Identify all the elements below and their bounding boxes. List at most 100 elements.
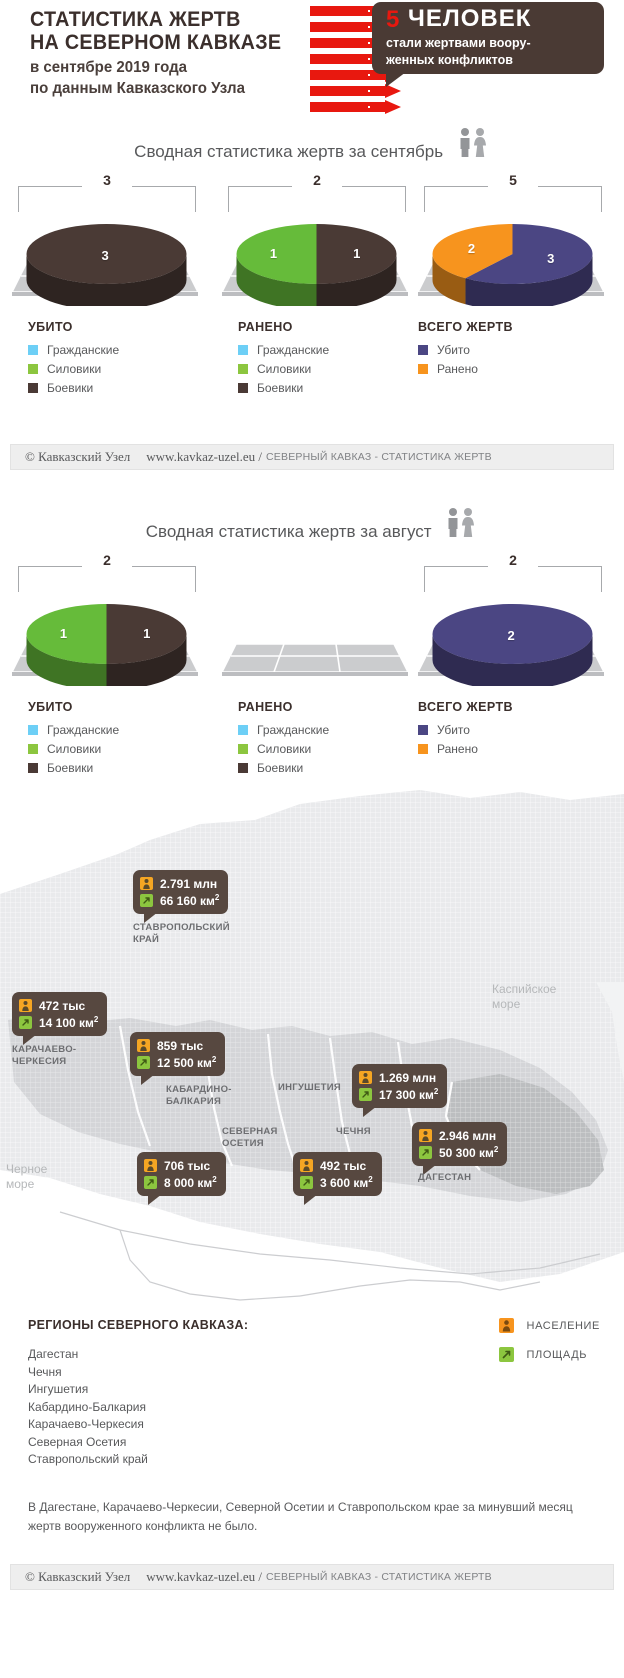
chart-total-value: 2 [313, 172, 321, 188]
tag-area-value: 50 300 км2 [439, 1145, 499, 1160]
legend-swatch-icon [28, 345, 38, 355]
chart-total-value: 2 [103, 552, 111, 568]
tag-population-value: 706 тыс [164, 1158, 211, 1173]
attribution-tagline: СЕВЕРНЫЙ КАВКАЗ - СТАТИСТИКА ЖЕРТВ [266, 451, 492, 463]
legend-item: Ранено [418, 362, 513, 376]
bullet-notch [368, 58, 370, 60]
tag-area-row: 66 160 км2 [140, 892, 219, 909]
legend-label: Боевики [257, 381, 304, 395]
bullet-notch [368, 90, 370, 92]
september-title: Сводная статистика жертв за сентябрь [134, 141, 444, 161]
september-title-row: Сводная статистика жертв за сентябрь [0, 128, 624, 172]
population-icon [498, 1318, 514, 1333]
legend-ранено: РАНЕНО Гражданские Силовики Боевики [238, 700, 329, 780]
legend-item: Гражданские [238, 723, 329, 737]
chart-total-value: 3 [103, 172, 111, 188]
map-region-label-chechnya: ЧЕЧНЯ [336, 1126, 371, 1137]
pie-slice-label: 2 [467, 241, 476, 257]
attribution-url[interactable]: www.kavkaz-uzel.eu / [146, 449, 263, 464]
legend-item: Боевики [238, 381, 329, 395]
population-icon [419, 1129, 432, 1142]
header-line-4: по данным Кавказского Узла [30, 80, 245, 97]
pie-slice-label: 3 [547, 250, 555, 266]
tag-population-row: 2.946 млн [419, 1127, 498, 1144]
stavropol-tag: 2.791 млн 66 160 км2 [133, 870, 229, 923]
legend-label: Силовики [47, 362, 102, 376]
population-icon [300, 1159, 313, 1172]
pie-slice-ранено [432, 224, 513, 279]
legend-item: Силовики [28, 742, 119, 756]
tag-area-row: 8 000 км2 [144, 1174, 217, 1191]
pie-slice-боевики [26, 224, 187, 284]
region-list-item: Чечня [28, 1364, 62, 1379]
legend-всего-жертв: ВСЕГО ЖЕРТВ Убито Ранено [418, 320, 513, 381]
legend-item: Гражданские [238, 343, 329, 357]
area-icon [140, 894, 153, 907]
legend-label: Убито [437, 343, 470, 357]
regions-heading: РЕГИОНЫ СЕВЕРНОГО КАВКАЗА: [28, 1318, 249, 1332]
bullet-notch [368, 42, 370, 44]
bullet-icon [310, 100, 401, 114]
pie-slice-side [26, 634, 107, 686]
tag-area-value: 66 160 км2 [160, 893, 220, 908]
chart-total-brace: 2 [228, 172, 406, 222]
legend-item: Убито [418, 343, 513, 357]
chart-platform [222, 594, 412, 676]
august-title: Сводная статистика жертв за август [145, 521, 432, 541]
area-icon [419, 1146, 432, 1159]
legend-swatch-icon [238, 383, 248, 393]
region-list-item: Ингушетия [28, 1382, 89, 1396]
tag-population-value: 859 тыс [157, 1038, 204, 1053]
legend-swatch-icon [28, 364, 38, 374]
legend-heading: УБИТО [28, 700, 73, 714]
pie-slice-side [432, 634, 593, 686]
legend-swatch-icon [238, 725, 248, 735]
map-section: 2.791 млн 66 160 км2 472 тыс 14 100 км2 859 … [0, 782, 624, 1322]
tag-population-row: 1.269 млн [359, 1069, 438, 1086]
tag-area-value: 12 500 км2 [157, 1055, 217, 1070]
bullet-icon [310, 84, 401, 98]
pie-chart: 2 [430, 600, 595, 686]
attribution-url[interactable]: www.kavkaz-uzel.eu / [146, 1569, 263, 1584]
legend-item: Убито [418, 723, 513, 737]
tag-population-row: 472 тыс [19, 997, 98, 1014]
header-line-3: в сентябре 2019 года [30, 59, 188, 76]
chart-ранено [222, 552, 412, 676]
map-legend-label: НАСЕЛЕНИЕ [526, 1319, 600, 1332]
map-graphic [0, 790, 624, 1301]
chart-total-brace: 2 [424, 552, 602, 602]
tag-population-value: 2.946 млн [439, 1128, 497, 1143]
bullet-notch [368, 106, 370, 108]
pie-slice-силовики [236, 224, 317, 284]
pie-slice-убито [465, 224, 593, 284]
map-region-label-north-ossetia: СЕВЕРНАЯ ОСЕТИЯ [222, 1126, 278, 1149]
legend-swatch-icon [418, 345, 428, 355]
map-legend-item: НАСЕЛЕНИЕ [498, 1318, 600, 1333]
dagestan-tag: 2.946 млн 50 300 км2 [412, 1122, 508, 1175]
attribution-tagline: СЕВЕРНЫЙ КАВКАЗ - СТАТИСТИКА ЖЕРТВ [266, 1571, 492, 1583]
legend-label: Гражданские [47, 723, 120, 737]
ingushetia-tag: 492 тыс 3 600 км2 [293, 1152, 382, 1205]
area-icon [144, 1176, 157, 1189]
attribution-bar-2: © Кавказский Узел www.kavkaz-uzel.eu / С… [10, 1564, 614, 1590]
map-region-label-dagestan: ДАГЕСТАН [418, 1172, 472, 1183]
sea-label-black-sea: Черное море [6, 1162, 48, 1191]
pie-slice-label: 1 [59, 626, 68, 641]
legend-swatch-icon [28, 383, 38, 393]
chart-total-value: 5 [509, 172, 517, 188]
tag-area-value: 8 000 км2 [164, 1175, 217, 1190]
legend-swatch-icon [28, 744, 38, 754]
population-icon [19, 999, 32, 1012]
sea-label-caspian-sea: Каспийское море [492, 982, 557, 1011]
pie-slice-side [236, 254, 317, 306]
legend-label: Боевики [47, 381, 94, 395]
legend-item: Ранено [418, 742, 513, 756]
tag-population-value: 2.791 млн [160, 876, 218, 891]
bullet-notch [368, 10, 370, 12]
